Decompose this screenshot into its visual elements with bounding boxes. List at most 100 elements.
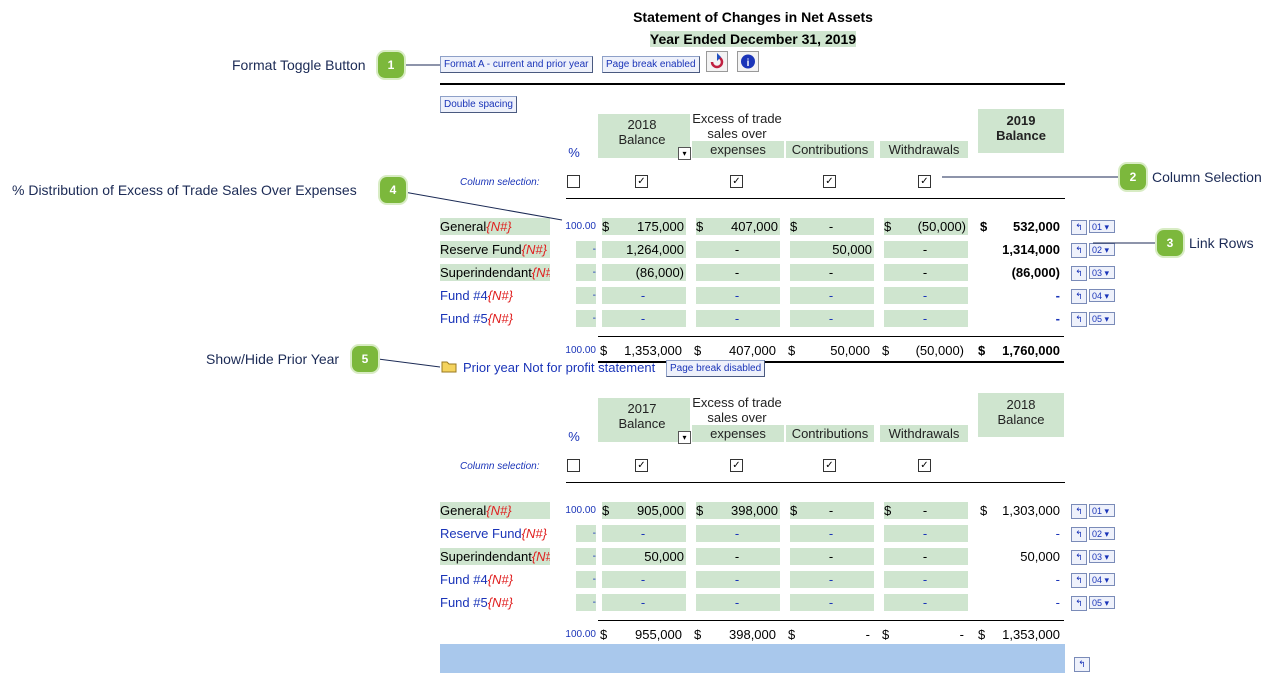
link-up-icon[interactable]: ↰ [1071, 312, 1087, 327]
cell-value[interactable]: - [640, 526, 646, 541]
cell-value[interactable]: - [828, 595, 834, 610]
row-pct[interactable]: - [576, 287, 596, 304]
row-pct[interactable]: - [576, 264, 596, 281]
folder-icon[interactable] [441, 360, 457, 373]
row-pct[interactable]: - [576, 571, 596, 588]
cell-value[interactable]: - [734, 288, 740, 303]
link-up-icon[interactable]: ↰ [1071, 550, 1087, 565]
link-row-select[interactable]: 04 ▾ [1089, 289, 1115, 302]
cell-bg [696, 310, 780, 327]
row-pct[interactable]: - [576, 525, 596, 542]
balance-dropdown-icon[interactable]: ▾ [678, 147, 691, 160]
cell-value[interactable]: - [734, 595, 740, 610]
cell-value[interactable]: - [828, 572, 834, 587]
link-row-select[interactable]: 03 ▾ [1089, 550, 1115, 563]
cell-value[interactable]: 407,000 [731, 219, 778, 234]
row-pct[interactable]: 100.00 [565, 221, 596, 232]
callout-label-1: Format Toggle Button [232, 57, 366, 73]
row-pct[interactable]: 100.00 [565, 505, 596, 516]
cell-value[interactable]: - [640, 572, 646, 587]
cell-value[interactable]: - [922, 595, 928, 610]
column-checkbox[interactable]: ✓ [918, 459, 931, 472]
cell-value[interactable]: - [922, 572, 928, 587]
cell-value[interactable]: - [734, 242, 740, 257]
cell-value[interactable]: - [640, 311, 646, 326]
cell-value[interactable]: - [922, 265, 928, 280]
column-checkbox[interactable]: ✓ [635, 175, 648, 188]
cell-value[interactable]: - [922, 526, 928, 541]
cell-value[interactable]: 398,000 [731, 503, 778, 518]
link-row-select[interactable]: 03 ▾ [1089, 266, 1115, 279]
cell-value[interactable]: (50,000) [917, 219, 966, 234]
link-row-select[interactable]: 04 ▾ [1089, 573, 1115, 586]
link-up-icon[interactable]: ↰ [1071, 266, 1087, 281]
link-row-select[interactable]: 01 ▾ [1089, 504, 1115, 517]
total-pct[interactable]: 100.00 [565, 345, 596, 356]
link-row-select[interactable]: 05 ▾ [1089, 596, 1115, 609]
balance-dropdown-icon[interactable]: ▾ [678, 431, 691, 444]
cell-value[interactable]: - [828, 219, 834, 234]
cell-value[interactable]: - [922, 242, 928, 257]
column-checkbox[interactable]: ✓ [823, 175, 836, 188]
cell-value[interactable]: 50,000 [644, 549, 684, 564]
cell-bg [884, 310, 968, 327]
cell-value[interactable]: - [922, 311, 928, 326]
link-up-icon[interactable]: ↰ [1071, 243, 1087, 258]
cell-value[interactable]: - [734, 572, 740, 587]
cell-value[interactable]: - [922, 288, 928, 303]
cell-value[interactable]: - [828, 549, 834, 564]
column-checkbox[interactable]: ✓ [730, 175, 743, 188]
column-checkbox[interactable]: ✓ [823, 459, 836, 472]
cell-value[interactable]: 905,000 [637, 503, 684, 518]
cell-value[interactable]: - [734, 526, 740, 541]
link-up-icon[interactable]: ↰ [1074, 657, 1090, 672]
link-up-icon[interactable]: ↰ [1071, 573, 1087, 588]
row-pct[interactable]: - [576, 241, 596, 258]
cell-value[interactable]: (86,000) [635, 265, 684, 280]
cell-value[interactable]: - [734, 311, 740, 326]
column-checkbox[interactable]: ✓ [918, 175, 931, 188]
link-up-icon[interactable]: ↰ [1071, 220, 1087, 235]
cell-value[interactable]: - [734, 265, 740, 280]
cell-value[interactable]: 50,000 [832, 242, 872, 257]
cell-value[interactable]: - [734, 549, 740, 564]
row-pct[interactable]: - [576, 594, 596, 611]
footer-bar [440, 644, 1065, 673]
row-pct[interactable]: - [576, 548, 596, 565]
row-pct[interactable]: - [576, 310, 596, 327]
total-pct[interactable]: 100.00 [565, 629, 596, 640]
cell-value[interactable]: 175,000 [637, 219, 684, 234]
page-subtitle-wrap: Year Ended December 31, 2019 [600, 31, 906, 47]
cell-value[interactable]: - [640, 595, 646, 610]
column-checkbox[interactable] [567, 459, 580, 472]
cell-value[interactable]: - [640, 288, 646, 303]
page-break-button[interactable]: Page break enabled [602, 56, 700, 73]
contrib-header: Contributions [791, 426, 869, 441]
format-toggle-button[interactable]: Format A - current and prior year [440, 56, 593, 73]
cell-value[interactable]: - [828, 288, 834, 303]
link-up-icon[interactable]: ↰ [1071, 596, 1087, 611]
link-row-select[interactable]: 01 ▾ [1089, 220, 1115, 233]
link-up-icon[interactable]: ↰ [1071, 527, 1087, 542]
link-row-select[interactable]: 05 ▾ [1089, 312, 1115, 325]
cell-value[interactable]: - [922, 503, 928, 518]
refresh-icon[interactable] [706, 51, 728, 72]
prior-page-break-button[interactable]: Page break disabled [666, 360, 766, 377]
link-up-icon[interactable]: ↰ [1071, 504, 1087, 519]
info-icon[interactable]: i [737, 51, 759, 72]
double-spacing-button[interactable]: Double spacing [440, 96, 517, 113]
cell-value[interactable]: 1,264,000 [626, 242, 684, 257]
cell-value[interactable]: - [828, 265, 834, 280]
column-checkbox[interactable]: ✓ [635, 459, 648, 472]
prior-year-toggle[interactable]: Prior year Not for profit statement [463, 360, 656, 375]
currency-sign: $ [882, 343, 890, 358]
column-checkbox[interactable]: ✓ [730, 459, 743, 472]
cell-value[interactable]: - [922, 549, 928, 564]
cell-value[interactable]: - [828, 503, 834, 518]
cell-value[interactable]: - [828, 311, 834, 326]
total-top-rule [598, 620, 1064, 621]
link-row-select[interactable]: 02 ▾ [1089, 527, 1115, 540]
link-up-icon[interactable]: ↰ [1071, 289, 1087, 304]
cell-value[interactable]: - [828, 526, 834, 541]
column-checkbox[interactable] [567, 175, 580, 188]
